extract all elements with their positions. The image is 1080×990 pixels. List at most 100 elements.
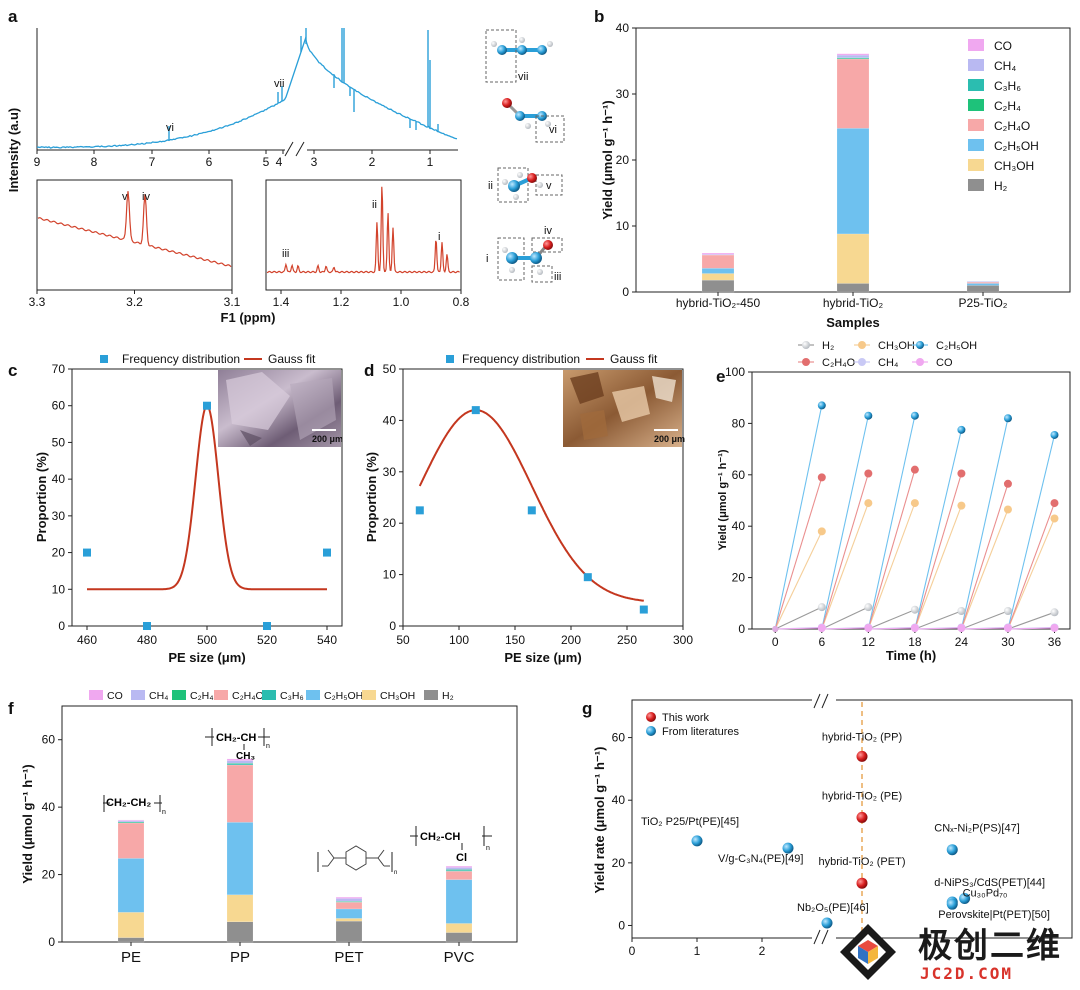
e-point-CO-5: [1050, 624, 1058, 632]
e-point-start-CO-2: [865, 626, 871, 632]
b-axis-ticks: 010203040hybrid-TiO₂-450 hybrid-TiO₂ P25-T…: [616, 21, 1008, 310]
e-legend-label-3: C₂H₄O: [822, 357, 856, 369]
g-literature-label-0: TiO₂ P25/Pt(PE)[45]: [641, 816, 739, 828]
e-ytick-label-5: 100: [725, 365, 745, 379]
g-this-work-label-0: hybrid-TiO₂ (PP): [822, 731, 902, 743]
f-bar-3-C2H5OH: [446, 880, 472, 924]
e-xtick-label-0: 0: [772, 635, 779, 649]
b-legend-swatch-3: [968, 99, 984, 111]
c-legend-square: [100, 355, 108, 363]
e-legend-label-4: CH₄: [878, 357, 899, 369]
g-literature-point-6: [947, 899, 958, 910]
f-legend-label-2: C₂H₄: [190, 690, 214, 702]
a-peak-vi: vi: [166, 122, 174, 134]
e-point-C2H4O-4: [1004, 480, 1012, 488]
b-ytick-label-3: 30: [616, 87, 630, 101]
f-ytick-label-0: 0: [48, 935, 55, 949]
e-point-H2-2: [911, 606, 919, 614]
e-ytick-label-1: 20: [732, 571, 746, 585]
a-axis-break-mask: [285, 143, 307, 155]
e-point-CH3OH-2: [911, 499, 919, 507]
a-top-tick-label-4ppm: 4: [276, 155, 283, 169]
g-axis-ticks: 0 20 40 60 0 1 2: [612, 731, 766, 958]
f-bar-3-CO: [446, 866, 472, 867]
e-point-C2H4O-5: [1050, 499, 1058, 507]
f-bar-2-CO: [336, 897, 362, 898]
c-ylabel: Proportion (%): [34, 452, 49, 542]
e-line-C2H5OH-0: [775, 405, 822, 629]
b-legend-label-3: C₂H₄: [994, 99, 1021, 113]
f-pe-formula: CH₂-CH₂: [106, 797, 151, 809]
d-legend-frequency: Frequency distribution: [462, 352, 580, 366]
a-top-tick-label-6: 2: [369, 155, 376, 169]
e-line-CH3OH-3: [915, 506, 962, 629]
e-point-H2-0: [818, 603, 826, 611]
f-legend-swatch-1: [131, 690, 145, 700]
g-xtick-label-2: 2: [759, 944, 766, 958]
a-peak-iii: iii: [282, 248, 289, 260]
e-ytick-label-2: 40: [732, 519, 746, 533]
a-inset-left-spectrum: [38, 191, 231, 267]
panel-label-c: c: [8, 361, 17, 380]
f-bar-2-CH4: [336, 899, 362, 902]
e-point-CH3OH-5: [1050, 514, 1058, 522]
g-ylabel: Yield rate (μmol g⁻¹ h⁻¹): [592, 747, 607, 894]
g-this-work-label-1: hybrid-TiO₂ (PE): [822, 790, 902, 802]
a-top-tick-label-7: 1: [427, 155, 434, 169]
b-bar-1-CO: [837, 54, 869, 55]
f-legend-label-7: H₂: [442, 690, 454, 702]
e-legend-label-1: CH₃OH: [878, 340, 915, 352]
a-inset-right-ticks: 1.4 1.2 1.0 0.8: [273, 290, 470, 309]
panel-label-b: b: [594, 7, 604, 26]
g-literature-point-1: [783, 843, 794, 854]
e-legend-label-2: C₂H₅OH: [936, 340, 977, 352]
b-legend-label-5: C₂H₅OH: [994, 139, 1039, 153]
panel-label-f: f: [8, 699, 14, 718]
c-legend-frequency: Frequency distribution: [122, 352, 240, 366]
g-xtick-label-0: 0: [629, 944, 636, 958]
e-ytick-label-4: 80: [732, 416, 746, 430]
b-legend-label-4: C₂H₄O: [994, 119, 1030, 133]
g-xtick-label-1: 1: [694, 944, 701, 958]
d-ytick-label-0: 0: [389, 619, 396, 633]
a-ylabel: Intensity (a.u): [6, 108, 21, 193]
d-xtick-label-5: 300: [673, 633, 693, 647]
f-legend-label-6: CH₃OH: [380, 690, 415, 702]
a-peak-ii: ii: [372, 199, 377, 211]
c-ytick-label-7: 70: [52, 362, 66, 376]
f-bar-3-C2H4O: [446, 871, 472, 879]
e-series-lines: [772, 401, 1058, 632]
f-bar-1-H2: [227, 922, 253, 942]
d-xtick-label-0: 50: [396, 633, 410, 647]
d-point-0: [416, 506, 424, 514]
e-line-H2-5: [1008, 612, 1055, 629]
c-ytick-label-2: 20: [52, 546, 66, 560]
d-ytick-label-4: 40: [383, 413, 397, 427]
f-legend-swatch-7: [424, 690, 438, 700]
e-legend-marker-4: [858, 358, 866, 366]
a-ir-tick-label-3: 0.8: [453, 295, 470, 309]
d-point-3: [584, 573, 592, 581]
b-xlabel: Samples: [826, 315, 879, 330]
d-ylabel: Proportion (%): [364, 452, 379, 542]
e-legend-marker-2: [916, 341, 924, 349]
molecule-ethanol-1: ii v: [488, 168, 562, 202]
a-ir-tick-label-1: 1.2: [333, 295, 350, 309]
c-xtick-label-3: 520: [257, 633, 277, 647]
a-inset-left-frame: [37, 180, 232, 290]
molecule-vii: vii: [486, 30, 553, 83]
f-pp-n: n: [266, 743, 270, 750]
a-top-tick-label-5: 3: [311, 155, 318, 169]
e-line-H2-4: [961, 611, 1008, 629]
b-ytick-label-0: 0: [622, 285, 629, 299]
e-line-C2H4O-3: [915, 474, 962, 629]
b-legend-label-6: CH₃OH: [994, 159, 1034, 173]
f-pvc-formula: CH₂-CH: [420, 831, 460, 843]
f-pvc-substituent: Cl: [456, 852, 467, 864]
f-legend-label-4: C₃H₆: [280, 690, 304, 702]
watermark-domain: JC2D.COM: [920, 964, 1013, 983]
b-bar-0-C2H5OH: [702, 268, 734, 273]
g-points: hybrid-TiO₂ (PP)hybrid-TiO₂ (PE)hybrid-T…: [641, 731, 1050, 928]
e-point-C2H4O-1: [864, 470, 872, 478]
e-line-H2-2: [868, 610, 915, 629]
